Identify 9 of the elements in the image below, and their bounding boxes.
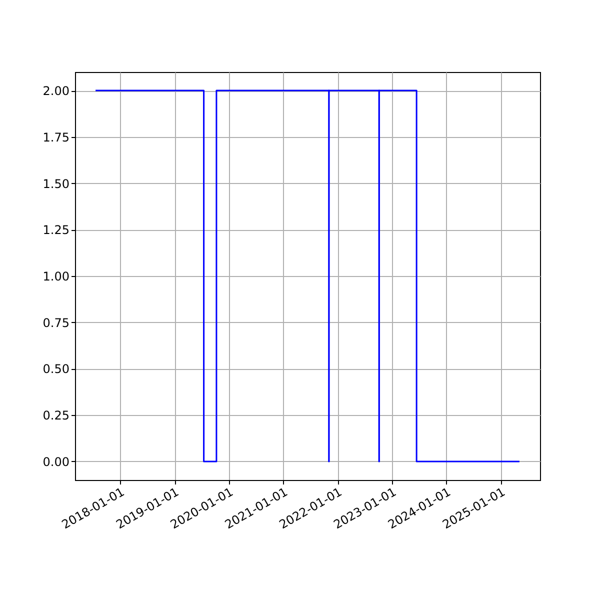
y-tick-label: 1.75 [42,130,70,144]
y-tick-label: 0.50 [42,362,70,376]
y-tick-label: 1.25 [42,223,70,238]
y-tick-label: 0.25 [42,408,70,423]
y-tick-label: 0.00 [42,454,70,469]
y-tick-label: 2.00 [42,84,70,98]
y-tick-label: 0.75 [42,316,70,330]
y-tick-label: 1.00 [42,270,70,284]
y-tick-label: 1.50 [42,176,70,191]
